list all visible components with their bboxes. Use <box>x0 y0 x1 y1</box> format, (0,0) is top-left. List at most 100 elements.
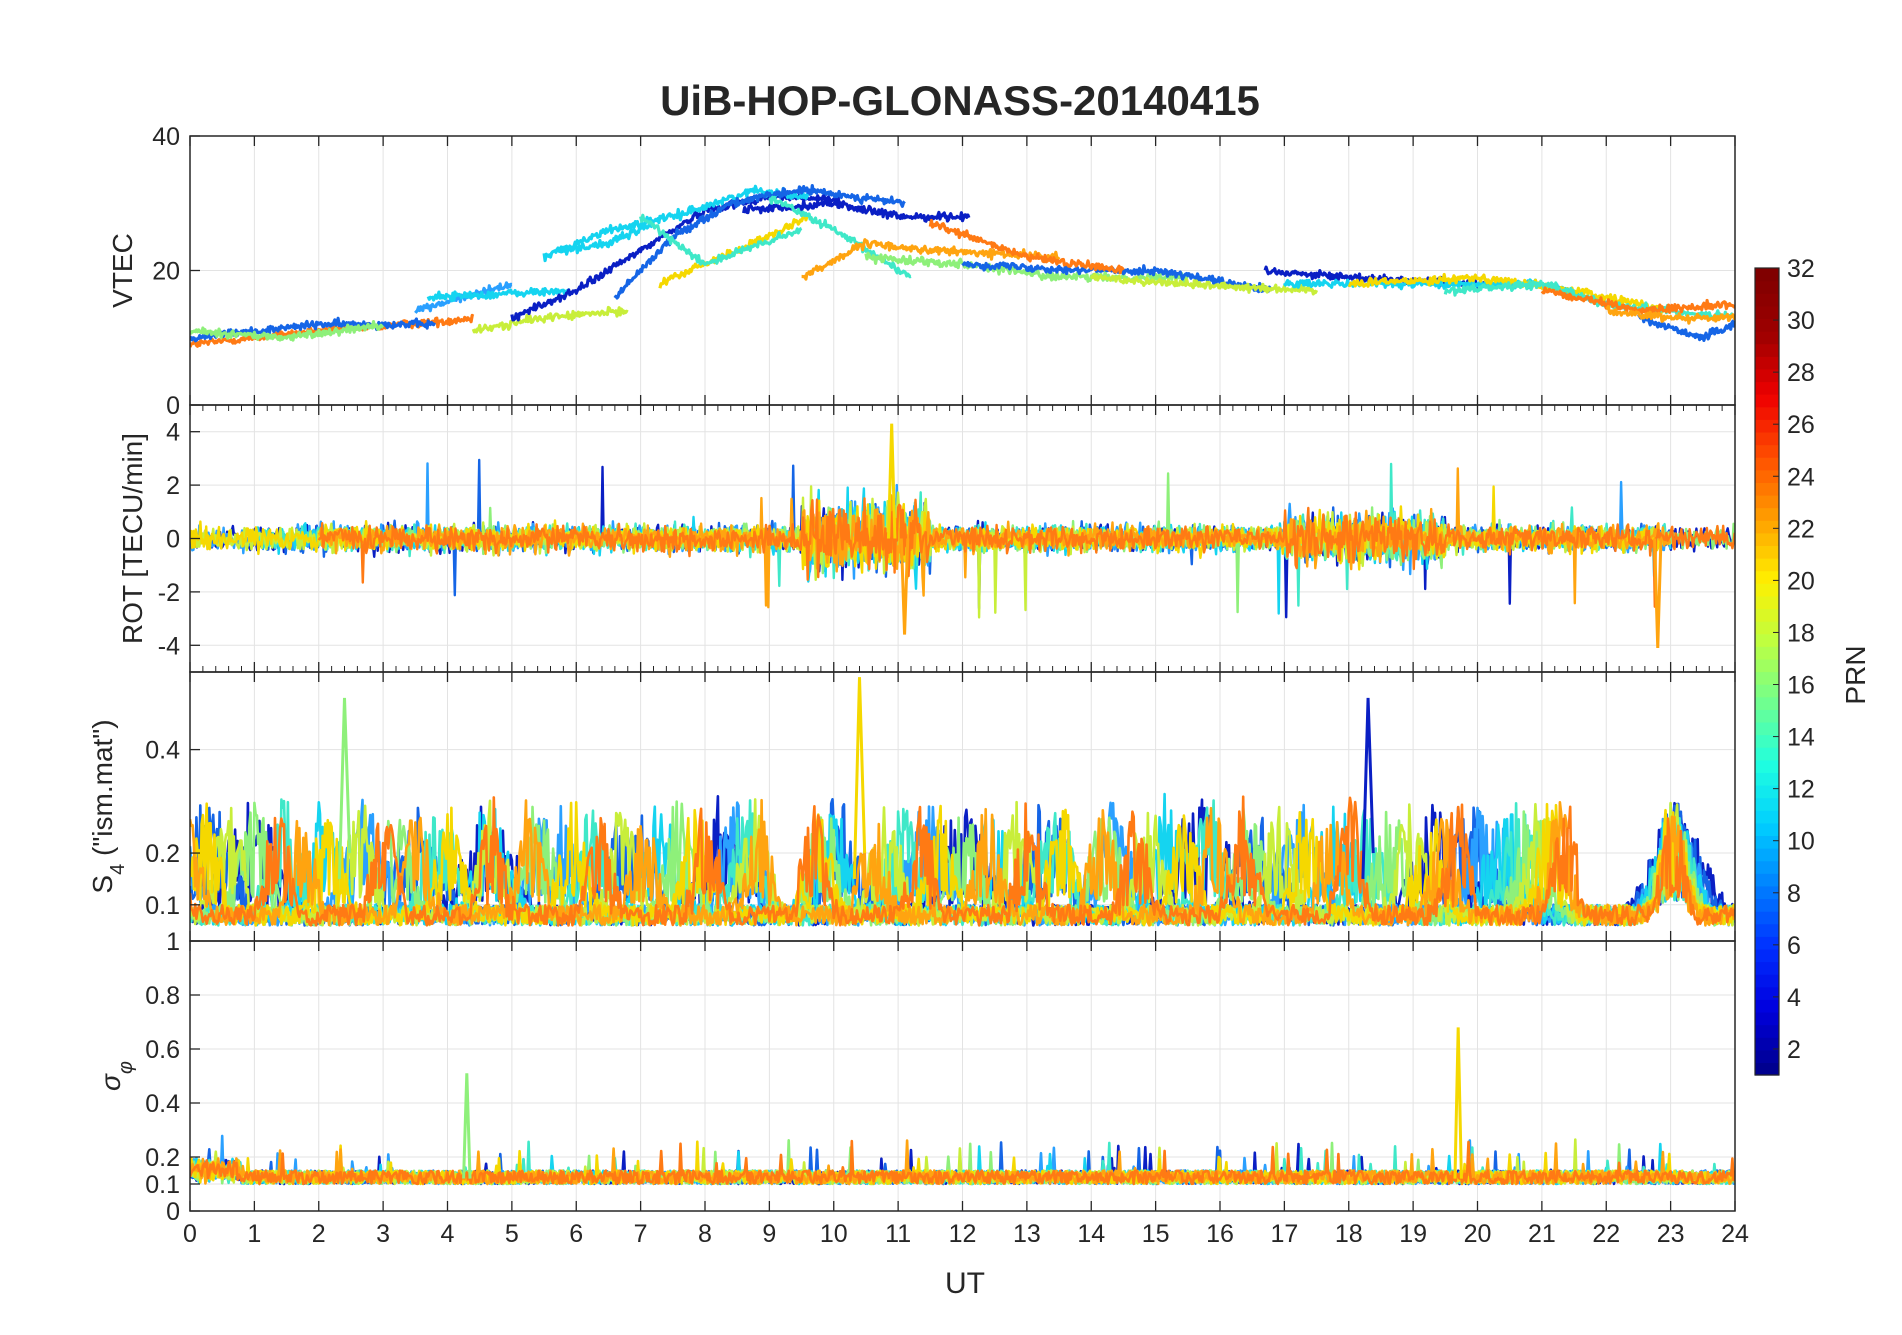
colorbar-segment <box>1755 936 1779 950</box>
panel-s4: 0.1 0.2 0.4 S4 ("ism.mat") <box>87 671 1736 942</box>
colorbar-segment <box>1755 784 1779 799</box>
colorbar-segment <box>1755 709 1779 723</box>
y-axis-label-sub: φ <box>115 1061 137 1074</box>
colorbar-tick-label: 4 <box>1787 984 1801 1012</box>
sigma-peak <box>462 1073 472 1179</box>
rot-spike <box>1653 538 1663 649</box>
colorbar-segment <box>1755 1049 1779 1063</box>
vtec-trace <box>542 184 810 263</box>
y-tick-label: 0.2 <box>145 840 180 868</box>
s4-peak <box>852 677 867 879</box>
colorbar-segment <box>1755 911 1779 925</box>
x-tick-label: 4 <box>441 1220 455 1248</box>
colorbar-segment <box>1755 923 1779 937</box>
colorbar-segment <box>1755 343 1779 357</box>
colorbar-segment <box>1755 305 1779 320</box>
vtec-trace <box>426 286 571 303</box>
colorbar-tick-label: 26 <box>1787 411 1815 439</box>
colorbar-segment <box>1755 457 1779 471</box>
y-tick-label: 0.4 <box>145 1090 180 1118</box>
y-axis-label-sub: 4 <box>107 864 129 875</box>
x-tick-label: 7 <box>634 1220 648 1248</box>
y-axis-label: S4 ("ism.mat") <box>87 719 129 893</box>
y-axis-label: VTEC <box>107 233 138 308</box>
x-tick-label: 14 <box>1077 1220 1105 1248</box>
vtec-trace <box>190 316 437 343</box>
colorbar-segment <box>1755 835 1779 849</box>
colorbar-segment <box>1755 898 1779 912</box>
colorbar-segment <box>1755 1037 1779 1051</box>
colorbar-segment <box>1755 646 1779 660</box>
x-tick-label: 10 <box>820 1220 848 1248</box>
y-tick-label: 0 <box>166 526 180 554</box>
colorbar-segment <box>1755 520 1779 534</box>
x-tick-label: 15 <box>1142 1220 1170 1248</box>
colorbar-segment <box>1755 494 1779 509</box>
x-tick-label: 3 <box>376 1220 390 1248</box>
panel-rot: -4 -2 0 2 4 ROT [TECU/min] <box>117 404 1736 673</box>
traces-sigma_phi <box>190 1027 1735 1186</box>
colorbar-segment <box>1755 381 1779 395</box>
traces-vtec <box>190 184 1735 348</box>
colorbar-segment <box>1755 1011 1779 1026</box>
colorbar-label: PRN <box>1840 645 1871 704</box>
colorbar-segment <box>1755 280 1779 294</box>
traces-s4 <box>190 677 1735 927</box>
colorbar-segment <box>1755 444 1779 458</box>
vtec-trace <box>864 251 1189 284</box>
colorbar-tick-label: 2 <box>1787 1036 1801 1064</box>
colorbar-tick-label: 16 <box>1787 672 1815 700</box>
y-tick-label: 4 <box>166 419 180 447</box>
vtec-trace <box>928 218 1125 275</box>
x-tick-label: 24 <box>1721 1220 1749 1248</box>
s4-peak <box>337 697 352 879</box>
colorbar-segment <box>1755 318 1779 332</box>
rot-trace <box>317 497 1735 608</box>
x-tick-label: 23 <box>1657 1220 1685 1248</box>
y-tick-label: 0.2 <box>145 1144 180 1172</box>
rot-spike <box>886 423 897 539</box>
colorbar-segment <box>1755 810 1779 824</box>
colorbar-segment <box>1755 1024 1779 1038</box>
vtec-trace <box>613 184 906 300</box>
colorbar-segment <box>1755 948 1779 963</box>
y-tick-label: 2 <box>166 472 180 500</box>
x-axis-label: UT <box>945 1267 985 1300</box>
y-tick-label: 0.6 <box>145 1036 180 1064</box>
vtec-trace <box>1637 313 1735 342</box>
x-tick-label: 2 <box>312 1220 326 1248</box>
colorbar-segment <box>1755 621 1779 635</box>
colorbar-segment <box>1755 822 1779 837</box>
colorbar-tick-label: 22 <box>1787 515 1815 543</box>
y-tick-label: 0.8 <box>145 982 180 1010</box>
panel-vtec: 0 20 40 VTEC <box>107 123 1736 420</box>
colorbar-segment <box>1755 633 1779 647</box>
y-tick-label: -2 <box>158 579 180 607</box>
colorbar-segment <box>1755 331 1779 345</box>
colorbar-frame <box>1754 267 1780 1076</box>
colorbar-tick-label: 8 <box>1787 880 1801 908</box>
colorbar-segment <box>1755 469 1779 483</box>
y-tick-label: 0.1 <box>145 1171 180 1199</box>
x-tick-label: 11 <box>885 1220 911 1248</box>
y-tick-label: 0.1 <box>145 892 180 920</box>
colorbar-segment <box>1755 734 1779 748</box>
colorbar-segment <box>1755 482 1779 496</box>
colorbar-segment <box>1755 759 1779 773</box>
vtec-trace <box>190 313 475 348</box>
colorbar-tick-label: 32 <box>1787 255 1815 283</box>
x-tick-label: 12 <box>949 1220 977 1248</box>
colorbar-segment <box>1755 1062 1779 1076</box>
rot-spike <box>899 538 910 635</box>
colorbar-segment <box>1755 684 1779 698</box>
x-tick-label: 18 <box>1335 1220 1363 1248</box>
colorbar-tick-label: 6 <box>1787 932 1801 960</box>
vtec-trace <box>471 305 629 334</box>
colorbar-segment <box>1755 419 1779 433</box>
y-tick-label: 1 <box>166 928 180 956</box>
colorbar-tick-label: 28 <box>1787 359 1815 387</box>
colorbar-tick-label: 18 <box>1787 619 1815 647</box>
colorbar-segment <box>1755 356 1779 370</box>
